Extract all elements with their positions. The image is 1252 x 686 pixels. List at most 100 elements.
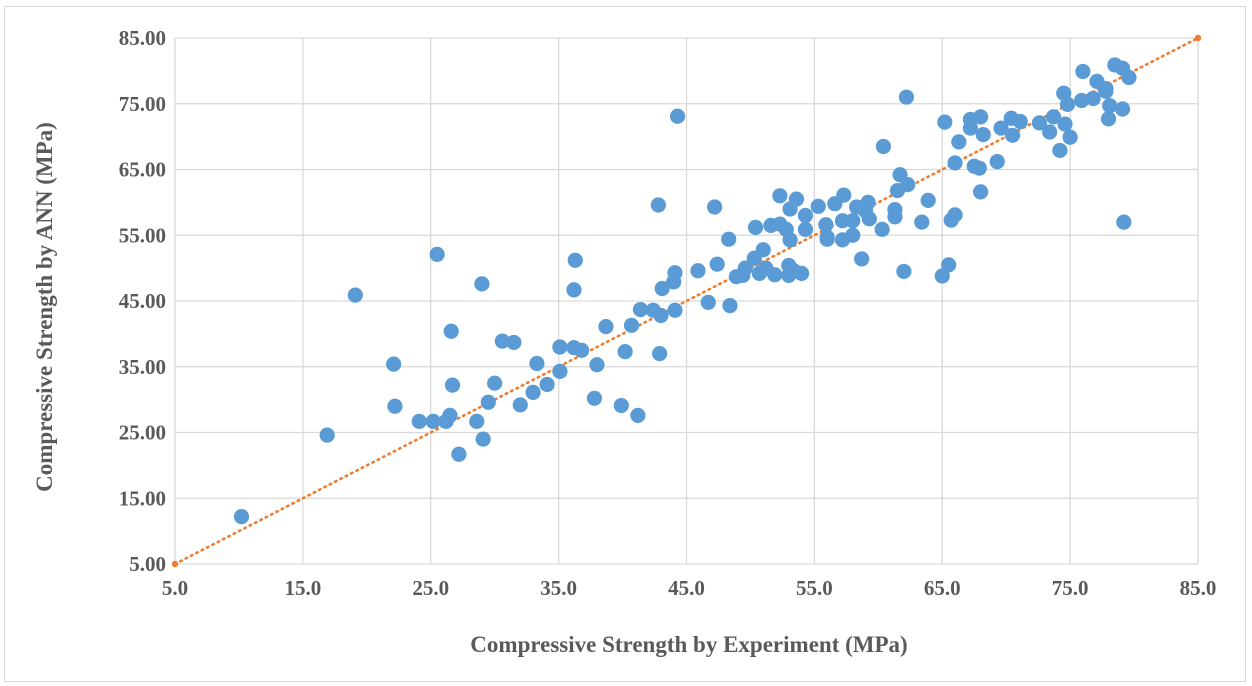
- data-points: [233, 57, 1137, 525]
- data-point: [973, 184, 989, 200]
- data-point: [525, 384, 541, 400]
- data-point: [861, 211, 877, 227]
- data-point: [1012, 113, 1028, 130]
- data-point: [1102, 98, 1118, 114]
- x-tick-label: 85.0: [1180, 576, 1217, 600]
- x-tick-label: 25.0: [412, 576, 449, 600]
- trendline-line: [173, 36, 1200, 566]
- data-point: [319, 427, 335, 443]
- data-point: [947, 207, 963, 223]
- data-point: [747, 219, 764, 235]
- data-point: [793, 265, 810, 281]
- data-point: [1100, 111, 1117, 127]
- data-point: [845, 213, 861, 229]
- data-point: [937, 114, 953, 130]
- y-tick-label: 65.00: [119, 158, 166, 182]
- data-point: [975, 127, 991, 143]
- data-point: [411, 413, 427, 429]
- data-point: [598, 319, 614, 335]
- data-point: [1116, 214, 1132, 230]
- data-point: [810, 198, 826, 214]
- data-point: [566, 282, 582, 298]
- data-point: [898, 89, 915, 105]
- data-point: [567, 252, 583, 268]
- y-tick-label: 55.00: [119, 223, 166, 247]
- data-point: [1114, 101, 1131, 117]
- data-point: [667, 302, 683, 318]
- data-point: [386, 356, 402, 372]
- data-point: [347, 287, 363, 303]
- data-point: [709, 256, 725, 272]
- data-point: [989, 154, 1005, 170]
- data-point: [737, 260, 753, 276]
- y-tick-label: 15.00: [119, 486, 166, 510]
- data-point: [529, 355, 545, 372]
- trendline-endpoint: [171, 560, 179, 568]
- data-point: [474, 276, 490, 292]
- data-point: [539, 376, 555, 393]
- data-point: [512, 397, 528, 413]
- x-axis-ticks: 5.0 15.0 25.0 35.0 45.0 55.0 65.0 75.0 85.0: [162, 576, 1217, 600]
- data-point: [836, 187, 852, 203]
- data-point: [451, 446, 467, 462]
- data-point: [914, 214, 930, 230]
- data-point: [900, 177, 916, 193]
- data-point: [797, 221, 814, 237]
- trendline: [171, 34, 1202, 568]
- data-point: [469, 413, 485, 429]
- data-point: [1059, 96, 1076, 113]
- data-point: [707, 199, 723, 215]
- data-point: [973, 109, 989, 125]
- data-point: [654, 280, 670, 297]
- data-point: [667, 265, 683, 281]
- data-point: [920, 192, 936, 209]
- data-point: [632, 301, 649, 318]
- data-point: [1074, 92, 1090, 109]
- data-point: [767, 267, 783, 283]
- y-tick-label: 35.00: [119, 355, 166, 379]
- data-point: [845, 227, 861, 243]
- data-point: [819, 231, 835, 247]
- data-point: [896, 263, 912, 280]
- data-point: [617, 344, 633, 360]
- data-point: [1004, 127, 1021, 143]
- data-point: [1098, 81, 1114, 97]
- data-point: [1085, 90, 1101, 107]
- y-axis-ticks: 5.00 15.00 25.00 35.00 45.00 55.00 65.00 75.00 8…: [119, 26, 166, 576]
- data-point: [480, 394, 496, 410]
- data-point: [652, 346, 668, 362]
- data-point: [755, 242, 771, 258]
- data-point: [444, 377, 461, 393]
- data-point: [475, 431, 491, 447]
- data-point: [574, 342, 590, 358]
- data-point: [623, 317, 640, 333]
- data-point: [494, 333, 510, 349]
- data-point: [443, 323, 459, 339]
- data-point: [506, 334, 522, 351]
- data-point: [425, 413, 441, 429]
- data-point: [1075, 63, 1091, 80]
- data-point: [854, 251, 870, 267]
- data-point: [487, 375, 503, 391]
- data-point: [788, 191, 805, 207]
- y-tick-label: 25.00: [119, 421, 166, 445]
- data-point: [772, 188, 788, 204]
- data-point: [887, 202, 903, 218]
- y-tick-label: 45.00: [119, 289, 166, 313]
- data-point: [653, 307, 669, 324]
- data-point: [387, 398, 403, 414]
- data-point: [875, 138, 892, 155]
- data-point: [586, 390, 603, 406]
- data-point: [552, 339, 568, 355]
- data-point: [429, 246, 445, 262]
- data-point: [1031, 115, 1048, 131]
- data-point: [1062, 129, 1078, 145]
- data-point: [650, 197, 666, 213]
- data-point: [630, 407, 646, 424]
- x-tick-label: 65.0: [924, 576, 961, 600]
- x-tick-label: 15.0: [285, 576, 322, 600]
- data-point: [874, 221, 890, 237]
- data-point: [797, 207, 814, 224]
- data-point: [947, 155, 963, 171]
- y-tick-label: 75.00: [119, 92, 166, 116]
